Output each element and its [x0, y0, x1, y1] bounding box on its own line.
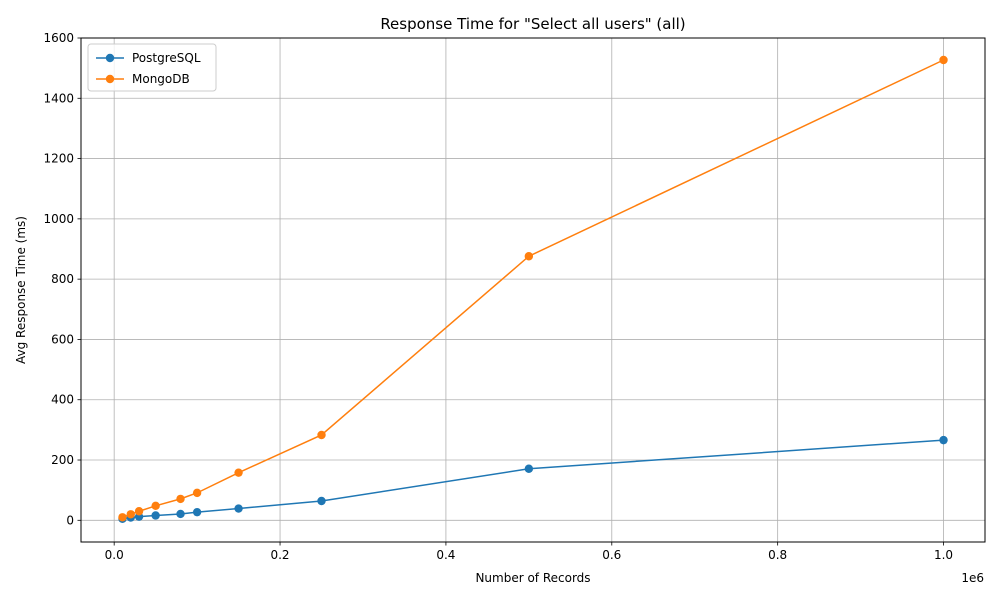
- data-point-mongodb: [317, 430, 326, 440]
- data-point-mongodb: [118, 513, 127, 522]
- data-point-mongodb: [524, 252, 534, 261]
- legend-swatch-marker: [105, 74, 115, 84]
- x-tick-label: 0.6: [602, 548, 621, 562]
- data-point-postgresql: [151, 511, 160, 520]
- x-tick-label: 1.0: [934, 548, 953, 562]
- x-axis-offset-label: 1e6: [961, 571, 984, 585]
- data-point-postgresql: [234, 504, 243, 513]
- series-mongodb: [118, 55, 948, 522]
- legend-label: PostgreSQL: [132, 51, 201, 65]
- y-tick-label: 600: [51, 332, 74, 346]
- data-point-postgresql: [939, 435, 948, 445]
- x-tick-label: 0.2: [270, 548, 289, 562]
- chart-title: Response Time for "Select all users" (al…: [380, 15, 685, 33]
- y-tick-label: 1200: [43, 152, 74, 166]
- data-point-postgresql: [524, 464, 534, 473]
- y-tick-label: 1600: [43, 31, 74, 45]
- legend-label: MongoDB: [132, 72, 190, 86]
- data-point-mongodb: [151, 501, 160, 511]
- data-point-postgresql: [176, 509, 185, 519]
- y-tick-label: 800: [51, 272, 74, 286]
- series-layer: [118, 55, 948, 523]
- plot-frame: [80, 37, 986, 543]
- data-point-mongodb: [134, 507, 144, 516]
- x-tick-label: 0.4: [436, 548, 455, 562]
- legend-item-postgresql: PostgreSQL: [96, 51, 201, 65]
- y-tick-label: 400: [51, 393, 74, 407]
- data-point-postgresql: [192, 507, 202, 517]
- x-tick-label: 0.0: [105, 548, 124, 562]
- ticks: 0.0 0.2 0.4 0.6 0.8 1.0 0 200 400 600 800 1000 1200 1…: [43, 31, 953, 562]
- data-point-mongodb: [939, 55, 948, 65]
- x-axis-label: Number of Records: [475, 571, 590, 585]
- y-tick-label: 1000: [43, 212, 74, 226]
- y-tick-label: 1400: [43, 91, 74, 105]
- y-axis-label: Avg Response Time (ms): [14, 216, 28, 364]
- legend-item-mongodb: MongoDB: [96, 72, 190, 86]
- data-point-mongodb: [234, 468, 243, 477]
- data-point-mongodb: [126, 510, 135, 519]
- series-line-mongodb: [122, 59, 944, 518]
- data-point-postgresql: [317, 496, 326, 506]
- y-tick-label: 0: [66, 513, 74, 527]
- x-tick-label: 0.8: [768, 548, 787, 562]
- legend-swatch-marker: [105, 53, 115, 63]
- data-point-mongodb: [192, 488, 202, 498]
- data-point-mongodb: [176, 494, 185, 504]
- legend: PostgreSQL MongoDB: [87, 43, 217, 92]
- y-tick-label: 200: [51, 453, 74, 467]
